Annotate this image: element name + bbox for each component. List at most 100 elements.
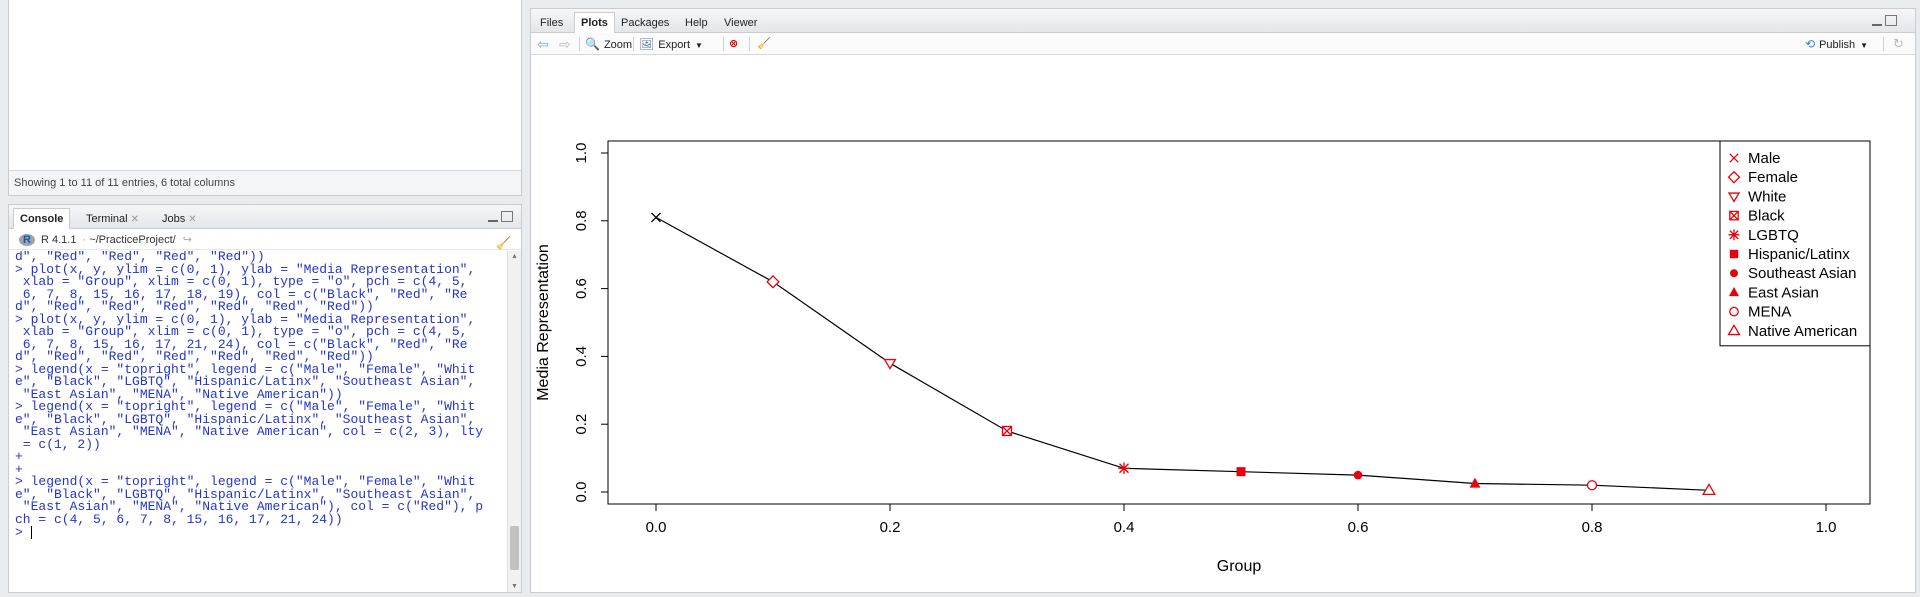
close-icon[interactable]: ✕ xyxy=(188,214,197,225)
scroll-up-icon[interactable]: ▲ xyxy=(511,253,518,260)
console-line: > legend(x = "topright", legend = c("Mal… xyxy=(15,361,476,377)
refresh-icon[interactable]: ↻ xyxy=(1893,36,1904,51)
tab-viewer-label: Viewer xyxy=(724,17,758,29)
tab-viewer[interactable]: Viewer xyxy=(717,12,764,33)
console-info-bar: R R 4.1.1 · ~/PracticeProject/ ↪ 🧹 xyxy=(9,230,521,250)
minimize-icon[interactable] xyxy=(488,217,498,222)
export-button[interactable]: 🖼 Export ▼ xyxy=(639,36,703,52)
marker-shape xyxy=(1727,170,1741,184)
x-tick-label: 0.4 xyxy=(1114,519,1135,536)
marker-shape xyxy=(651,212,661,223)
arrow-left-icon[interactable]: ⇦ xyxy=(537,36,549,52)
toolbar-separator xyxy=(579,37,580,51)
minimize-icon[interactable] xyxy=(1872,21,1882,26)
working-directory[interactable]: ~/PracticeProject/ xyxy=(89,234,176,246)
console-line: 6, 7, 8, 15, 16, 17, 21, 24), col = c("B… xyxy=(15,336,468,352)
console-line: "East Asian", "MENA", "Native American",… xyxy=(15,424,484,439)
console-output[interactable]: d", "Red", "Red", "Red", "Red")) > plot(x… xyxy=(9,251,507,592)
tab-jobs-label: Jobs xyxy=(162,213,186,225)
legend-marker xyxy=(1730,269,1738,278)
console-line: > legend(x = "topright", legend = c("Mal… xyxy=(15,399,476,414)
scroll-down-icon[interactable]: ▼ xyxy=(511,583,518,590)
legend-marker xyxy=(1729,306,1739,317)
legend-label: Southeast Asian xyxy=(1748,265,1856,282)
goto-directory-icon[interactable]: ↪ xyxy=(182,234,192,246)
plot-canvas: 0.0 0.2 0.4 0.6 0.8 1.0 0.0 0.2 0.4 0.6 0.8 1.0 Grou… xyxy=(535,140,1871,575)
tab-help-label: Help xyxy=(685,17,708,29)
chevron-down-icon: ▼ xyxy=(695,41,703,50)
info-separator: · xyxy=(82,234,87,246)
x-tick-label: 1.0 xyxy=(1816,519,1837,536)
scrollbar-thumb[interactable] xyxy=(510,526,519,570)
plots-window-controls xyxy=(1869,15,1897,27)
marker-shape xyxy=(1469,477,1481,488)
data-point xyxy=(1118,462,1130,475)
tab-plots-label: Plots xyxy=(581,17,608,29)
maximize-icon[interactable] xyxy=(1885,15,1897,26)
console-line: e", "Black", "LGBTQ", "Hispanic/Latinx",… xyxy=(15,486,476,502)
legend-marker xyxy=(1729,249,1739,259)
tab-files[interactable]: Files xyxy=(533,12,570,33)
data-point xyxy=(1469,477,1481,488)
publish-icon: ⟲ xyxy=(1805,37,1816,51)
marker-shape xyxy=(1729,306,1739,317)
tab-jobs[interactable]: Jobs ✕ xyxy=(155,208,204,229)
tab-packages[interactable]: Packages xyxy=(614,12,676,33)
y-tick-label: 0.8 xyxy=(573,210,590,231)
series-line xyxy=(655,216,1710,491)
legend-box xyxy=(1719,140,1871,347)
tab-plots[interactable]: Plots xyxy=(574,12,615,33)
publish-button[interactable]: ⟲ Publish ▼ xyxy=(1805,36,1868,52)
legend-marker xyxy=(1727,324,1741,336)
console-line: xlab = "Group", xlim = c(0, 1), type = "… xyxy=(15,274,468,289)
data-point xyxy=(883,358,897,370)
console-input-line[interactable]: > xyxy=(15,526,507,540)
data-point xyxy=(651,212,661,223)
x-tick-label: 0.2 xyxy=(880,519,901,536)
legend: Male Female White Black LGBTQ Hispanic/Latinx… xyxy=(1719,140,1871,347)
tab-terminal[interactable]: Terminal ✕ xyxy=(79,208,146,229)
x-axis-label: Group xyxy=(1217,558,1262,575)
arrow-right-icon[interactable]: ⇨ xyxy=(559,36,571,52)
y-tick-label: 0.4 xyxy=(573,346,590,367)
legend-label: Hispanic/Latinx xyxy=(1748,246,1850,263)
console-scrollbar[interactable]: ▲ ▼ xyxy=(507,251,521,592)
legend-label: White xyxy=(1748,188,1786,205)
marker-shape xyxy=(1727,192,1741,203)
y-tick-label: 0.2 xyxy=(573,414,590,435)
legend-marker xyxy=(1728,229,1740,241)
y-axis-label: Media Representation xyxy=(535,244,552,401)
remove-plot-icon[interactable]: ⊗ xyxy=(729,38,739,50)
marker-shape xyxy=(1729,249,1739,259)
console-line: xlab = "Group", xlim = c(0, 1), type = "… xyxy=(15,324,468,339)
tab-console[interactable]: Console xyxy=(13,208,71,229)
marker-shape xyxy=(883,358,897,370)
right-column: Files Plots Packages Help Viewer ⇦ ⇨ 🔍 Zo… xyxy=(530,0,1920,597)
tab-console-label: Console xyxy=(20,213,64,225)
legend-marker xyxy=(1727,170,1741,184)
data-point xyxy=(1236,467,1246,477)
zoom-button[interactable]: 🔍 Zoom xyxy=(585,36,632,52)
console-line: ch = c(4, 5, 6, 7, 8, 15, 16, 17, 21, 24… xyxy=(15,511,343,527)
tab-files-label: Files xyxy=(540,17,564,29)
tab-help[interactable]: Help xyxy=(678,12,715,33)
broom-icon[interactable]: 🧹 xyxy=(757,38,771,50)
x-tick-label: 0.8 xyxy=(1582,519,1603,536)
console-line: d", "Red", "Red", "Red", "Red", "Red", "… xyxy=(15,349,374,364)
close-icon[interactable]: ✕ xyxy=(130,214,139,225)
data-point xyxy=(766,275,780,289)
data-point xyxy=(1702,483,1716,496)
clear-console-icon[interactable]: 🧹 xyxy=(496,236,511,250)
marker-shape xyxy=(1727,324,1741,336)
legend-marker xyxy=(1729,210,1739,221)
console-line: d", "Red", "Red", "Red", "Red")) xyxy=(15,251,265,264)
marker-shape xyxy=(1730,269,1738,278)
marker-shape xyxy=(1118,462,1130,475)
toolbar-separator xyxy=(749,37,750,51)
marker-shape xyxy=(1728,229,1740,241)
maximize-icon[interactable] xyxy=(501,211,513,222)
legend-label: Black xyxy=(1748,208,1785,225)
console-window-controls xyxy=(485,211,513,223)
data-viewer-pane: Showing 1 to 11 of 11 entries, 6 total c… xyxy=(8,0,522,196)
text-cursor xyxy=(30,526,32,540)
